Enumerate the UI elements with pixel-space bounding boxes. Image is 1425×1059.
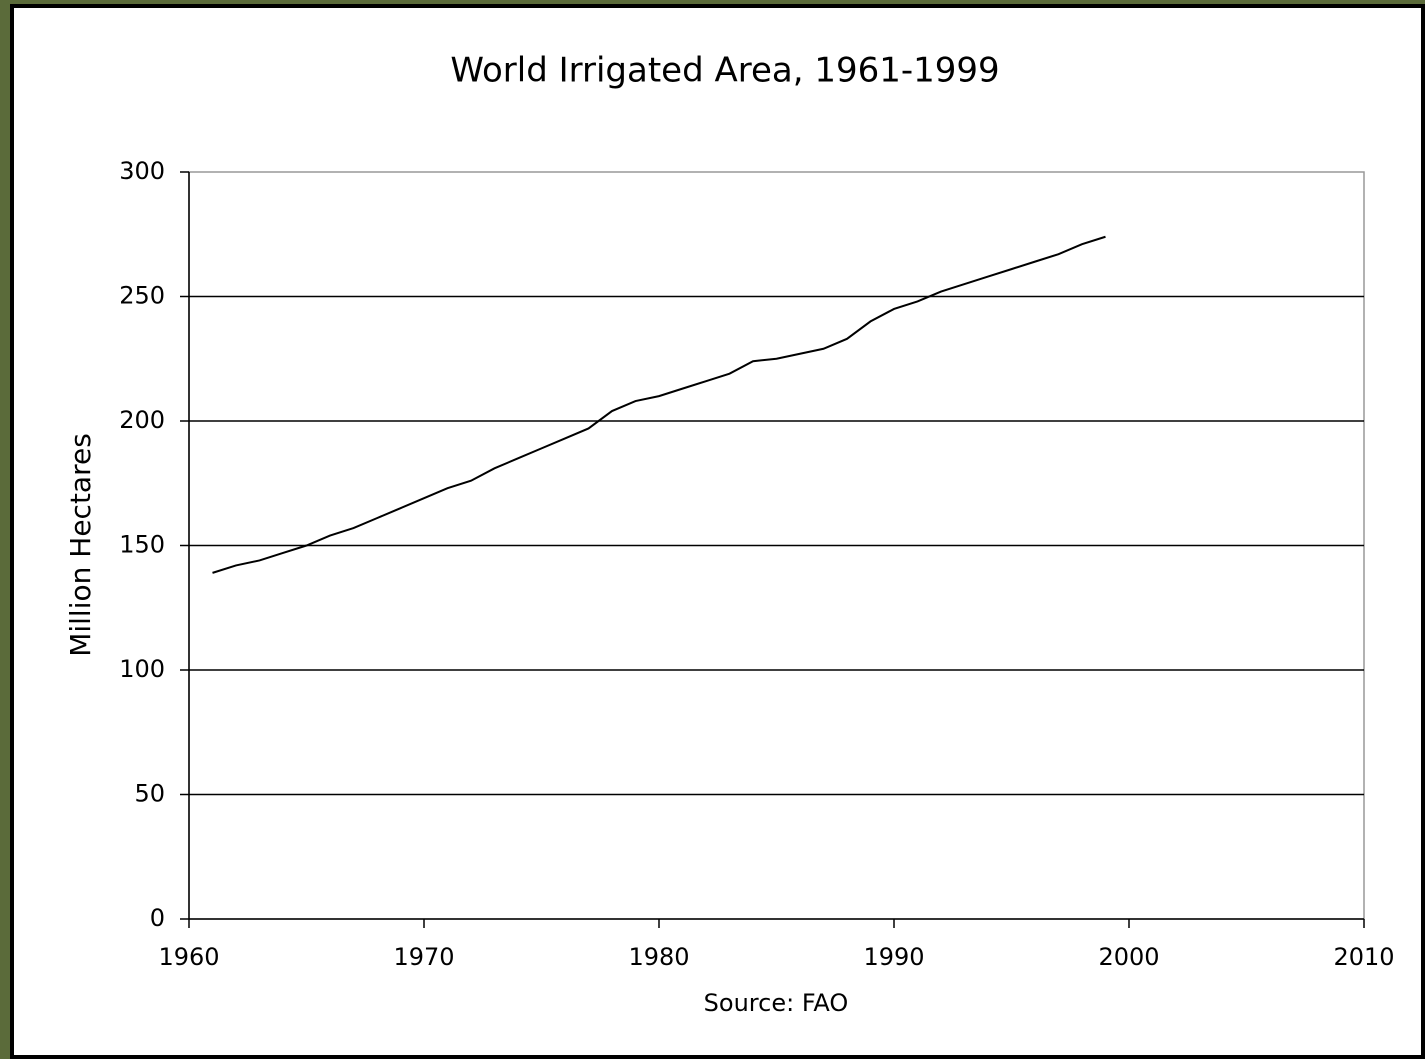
x-axis-label: Source: FAO: [704, 989, 849, 1017]
x-tick-label: 1990: [863, 943, 924, 971]
x-tick-label: 2000: [1098, 943, 1159, 971]
y-tick-label: 300: [119, 157, 165, 185]
y-tick-label: 150: [119, 531, 165, 559]
chart: World Irrigated Area, 1961-1999 Source: …: [0, 0, 1425, 1059]
y-tick-label: 0: [150, 904, 165, 932]
page: World Irrigated Area, 1961-1999 Source: …: [0, 0, 1425, 1059]
y-tick-label: 200: [119, 406, 165, 434]
chart-title: World Irrigated Area, 1961-1999: [450, 51, 999, 91]
y-tick-label: 50: [134, 780, 165, 808]
x-tick-label: 2010: [1333, 943, 1394, 971]
y-axis-label: Million Hectares: [64, 433, 97, 657]
x-tick-label: 1970: [393, 943, 454, 971]
y-tick-label: 250: [119, 282, 165, 310]
y-tick-label: 100: [119, 655, 165, 683]
x-tick-label: 1980: [628, 943, 689, 971]
x-tick-label: 1960: [158, 943, 219, 971]
